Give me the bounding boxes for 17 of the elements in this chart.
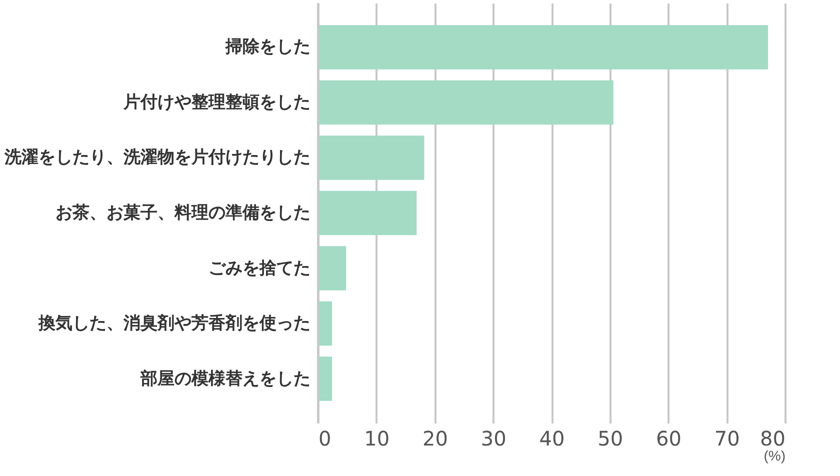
y-tick-label: ごみを捨てた <box>208 258 310 278</box>
y-tick-label: 掃除をした <box>224 37 310 58</box>
y-tick-label: 片付けや整理整頓をした <box>122 92 310 112</box>
x-axis-title: (%) <box>764 448 786 464</box>
x-tick-label: 0 <box>318 426 332 450</box>
x-tick-label: 20 <box>422 426 448 450</box>
y-tick-label: 洗濯をしたり、洗濯物を片付けたりした <box>4 148 310 168</box>
y-tick-label: 換気した、消臭剤や芳香剤を使った <box>38 314 310 334</box>
x-tick-label: 80 <box>760 426 786 450</box>
y-tick-label: お茶、お菓子、料理の準備をした <box>56 203 310 223</box>
x-tick-label: 30 <box>480 426 506 450</box>
x-tick-label: 70 <box>714 426 740 450</box>
x-tick-label: 40 <box>539 426 565 450</box>
x-tick-label: 10 <box>364 426 390 450</box>
x-tick-label: 50 <box>598 426 624 450</box>
x-tick-label: 60 <box>656 426 682 450</box>
y-tick-label: 部屋の模様替えをした <box>140 368 310 389</box>
